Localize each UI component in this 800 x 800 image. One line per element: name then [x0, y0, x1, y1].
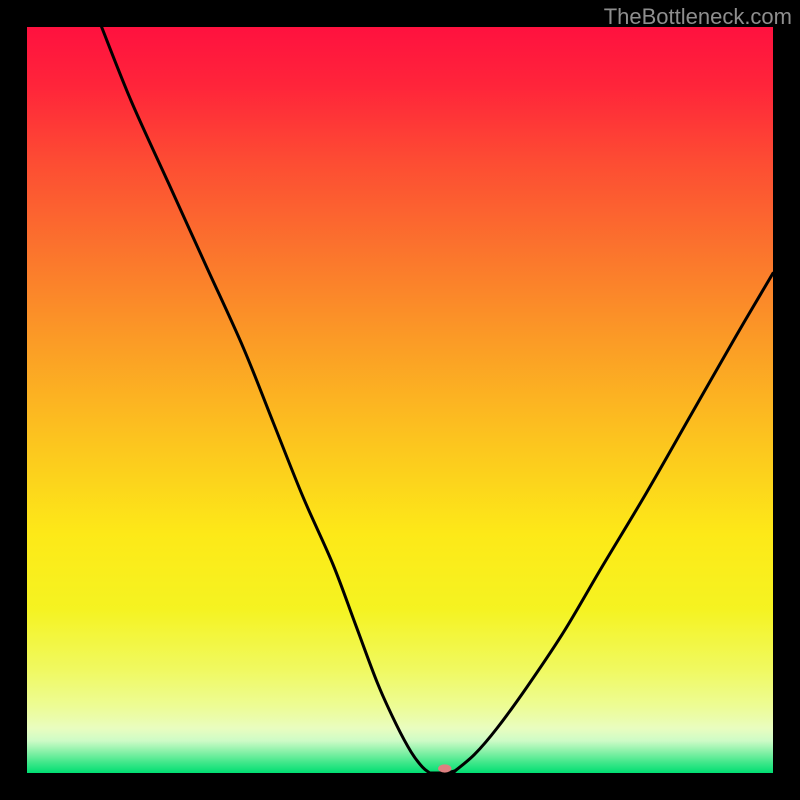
chart-container: { "watermark": { "text": "TheBottleneck.… — [0, 0, 800, 800]
plot-area — [27, 27, 773, 773]
gradient-background — [27, 27, 773, 773]
plot-svg — [27, 27, 773, 773]
minimum-marker — [438, 764, 451, 772]
watermark-text: TheBottleneck.com — [600, 2, 796, 32]
